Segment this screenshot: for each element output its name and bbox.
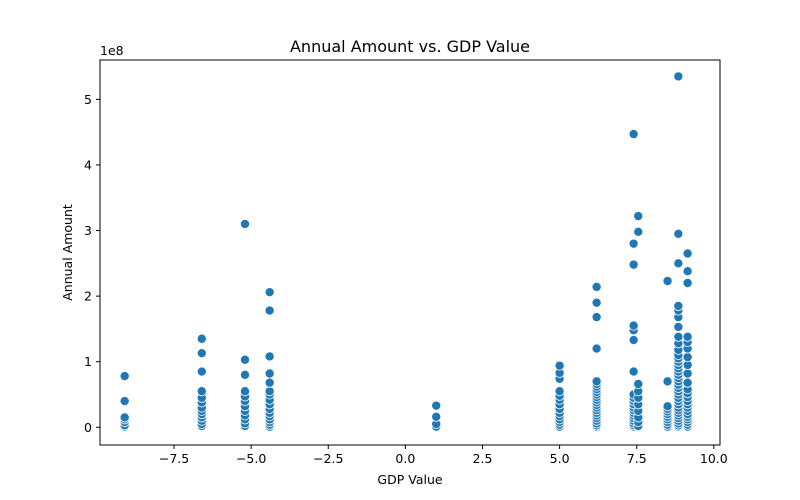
chart-title: Annual Amount vs. GDP Value: [290, 37, 530, 56]
data-point: [682, 248, 693, 259]
data-point: [119, 396, 130, 407]
data-point: [264, 287, 275, 298]
data-point: [554, 386, 565, 397]
y-tick-label: 4: [84, 157, 92, 172]
y-scale-label: 1e8: [100, 43, 124, 58]
data-point: [673, 321, 684, 332]
data-point: [673, 71, 684, 82]
data-point: [628, 129, 639, 140]
x-tick-label: 10.0: [700, 451, 728, 466]
data-point: [673, 331, 684, 342]
data-point: [264, 351, 275, 362]
data-point: [554, 360, 565, 371]
data-point: [682, 277, 693, 288]
y-tick-label: 2: [84, 289, 92, 304]
data-point: [682, 331, 693, 342]
data-point: [591, 376, 602, 387]
data-point: [119, 371, 130, 382]
data-point: [591, 312, 602, 323]
data-point: [264, 368, 275, 379]
data-point: [431, 400, 442, 411]
data-point: [264, 386, 275, 397]
y-tick-label: 3: [84, 223, 92, 238]
data-point: [682, 368, 693, 379]
data-point: [196, 366, 207, 377]
data-point: [628, 335, 639, 346]
data-point: [673, 258, 684, 269]
data-point: [119, 412, 130, 423]
data-point: [591, 281, 602, 292]
data-point: [196, 386, 207, 397]
data-point: [239, 354, 250, 365]
data-point: [662, 276, 673, 287]
x-tick-label: 7.5: [627, 451, 647, 466]
data-point: [682, 377, 693, 388]
data-point: [196, 348, 207, 359]
x-axis: −7.5 −5.0 −2.5 0.0 2.5 5.0 7.5 10.0: [159, 445, 728, 466]
data-point: [673, 228, 684, 239]
x-axis-label: GDP Value: [377, 472, 442, 487]
data-point: [264, 305, 275, 316]
data-point: [662, 376, 673, 387]
data-point: [264, 377, 275, 388]
data-point: [591, 343, 602, 354]
data-point: [628, 238, 639, 249]
data-point: [682, 266, 693, 277]
y-tick-label: 5: [84, 92, 92, 107]
data-point: [239, 369, 250, 380]
y-tick-label: 1: [84, 354, 92, 369]
data-point: [196, 333, 207, 344]
plot-frame: [99, 59, 721, 446]
x-tick-label: 5.0: [550, 451, 570, 466]
x-tick-label: −7.5: [159, 451, 189, 466]
x-tick-label: 2.5: [473, 451, 493, 466]
points-layer: [119, 71, 693, 432]
data-point: [239, 386, 250, 397]
data-point: [673, 300, 684, 311]
x-tick-label: −5.0: [236, 451, 266, 466]
x-tick-label: −2.5: [313, 451, 343, 466]
data-point: [431, 411, 442, 422]
data-point: [633, 211, 644, 222]
data-point: [239, 218, 250, 229]
x-tick-label: 0.0: [395, 451, 415, 466]
data-point: [633, 226, 644, 237]
data-point: [628, 259, 639, 270]
data-point: [633, 378, 644, 389]
y-axis: 0 1 2 3 4 5: [84, 92, 100, 435]
data-point: [628, 320, 639, 331]
data-point: [682, 352, 693, 363]
data-point: [662, 401, 673, 412]
y-tick-label: 0: [84, 420, 92, 435]
data-point: [628, 366, 639, 377]
y-axis-label: Annual Amount: [60, 204, 75, 301]
data-point: [591, 297, 602, 308]
